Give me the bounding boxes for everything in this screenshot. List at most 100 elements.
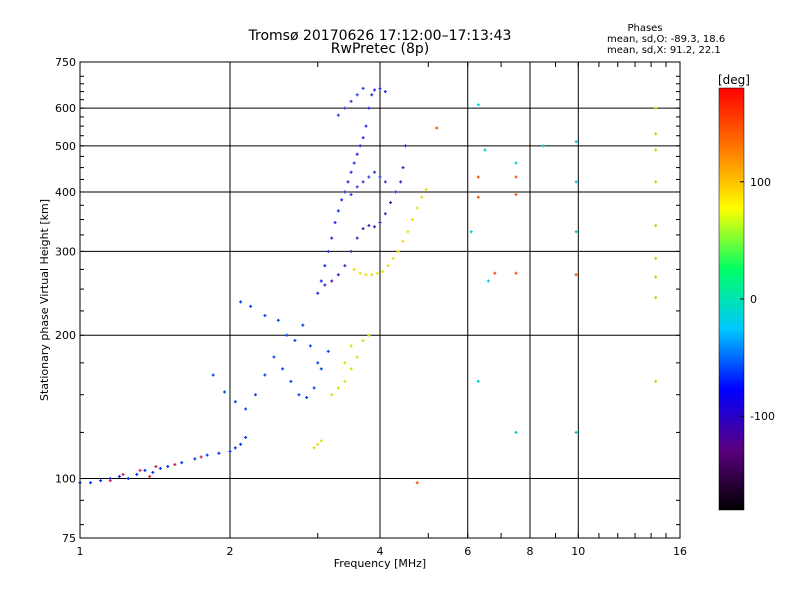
data-point bbox=[272, 355, 276, 359]
x-tick-label: 10 bbox=[571, 545, 585, 558]
data-point bbox=[330, 393, 334, 397]
data-point bbox=[343, 264, 347, 268]
data-point bbox=[108, 479, 112, 483]
data-point bbox=[406, 230, 410, 234]
data-point bbox=[424, 187, 428, 191]
colorbar-tick-label: 0 bbox=[750, 293, 757, 306]
data-point bbox=[173, 463, 177, 467]
data-point bbox=[349, 249, 353, 253]
y-tick-label: 400 bbox=[55, 186, 76, 199]
data-point bbox=[352, 161, 356, 165]
data-point bbox=[654, 256, 658, 260]
data-point bbox=[514, 161, 518, 165]
data-point bbox=[476, 195, 480, 199]
data-point bbox=[319, 439, 323, 443]
stats-line-x: mean, sd,X: 91.2, 22.1 bbox=[607, 45, 721, 56]
data-point bbox=[343, 106, 347, 110]
data-point bbox=[263, 373, 267, 377]
data-point bbox=[326, 249, 330, 253]
data-point bbox=[223, 390, 227, 394]
y-tick-label: 300 bbox=[55, 245, 76, 258]
data-point bbox=[483, 148, 487, 152]
data-point bbox=[378, 221, 382, 225]
data-point bbox=[148, 474, 152, 478]
chart-subtitle: RwPretec (8p) bbox=[331, 41, 429, 57]
data-point bbox=[289, 379, 293, 383]
data-point bbox=[330, 279, 334, 283]
data-point bbox=[211, 373, 215, 377]
data-point bbox=[541, 144, 545, 148]
chart-title: Tromsø 20170626 17:12:00–17:13:43 bbox=[248, 28, 512, 44]
data-point bbox=[476, 379, 480, 383]
data-points bbox=[78, 86, 658, 485]
data-point bbox=[305, 395, 309, 399]
data-point bbox=[383, 180, 387, 184]
data-point bbox=[253, 393, 257, 397]
data-point bbox=[514, 193, 518, 197]
data-point bbox=[180, 461, 184, 465]
data-point bbox=[367, 106, 371, 110]
data-point bbox=[574, 140, 578, 144]
data-point bbox=[316, 442, 320, 446]
data-point bbox=[399, 180, 403, 184]
data-point bbox=[263, 314, 267, 318]
colorbar-tick-label: -100 bbox=[750, 410, 775, 423]
data-point bbox=[361, 180, 365, 184]
data-point bbox=[370, 93, 374, 97]
data-point bbox=[193, 457, 197, 461]
data-point bbox=[349, 170, 353, 174]
data-point bbox=[654, 180, 658, 184]
data-point bbox=[411, 218, 415, 222]
data-point bbox=[383, 212, 387, 216]
data-point bbox=[358, 271, 362, 275]
data-point bbox=[367, 224, 371, 228]
data-point bbox=[333, 221, 337, 225]
data-point bbox=[349, 344, 353, 348]
data-point bbox=[381, 270, 385, 274]
data-point bbox=[323, 283, 327, 287]
data-point bbox=[301, 323, 305, 327]
data-point bbox=[654, 379, 658, 383]
x-axis-label: Frequency [MHz] bbox=[334, 557, 426, 570]
data-point bbox=[401, 166, 405, 170]
data-point bbox=[151, 470, 155, 474]
data-point bbox=[378, 86, 382, 90]
data-point bbox=[396, 249, 400, 253]
y-axis-ticks: 75 100 200 300 400 500 600 750 bbox=[55, 56, 680, 545]
data-point bbox=[370, 273, 374, 277]
data-point bbox=[574, 273, 578, 277]
data-point bbox=[319, 367, 323, 371]
data-point bbox=[654, 148, 658, 152]
data-point bbox=[367, 175, 371, 179]
data-point bbox=[99, 479, 103, 483]
data-point bbox=[654, 296, 658, 300]
data-point bbox=[355, 152, 359, 156]
data-point bbox=[493, 271, 497, 275]
data-point bbox=[373, 88, 377, 92]
data-point bbox=[514, 430, 518, 434]
x-tick-label: 2 bbox=[227, 545, 234, 558]
data-point bbox=[389, 201, 393, 205]
data-point bbox=[361, 227, 365, 231]
y-tick-label: 600 bbox=[55, 102, 76, 115]
data-point bbox=[297, 393, 301, 397]
data-point bbox=[355, 236, 359, 240]
data-point bbox=[514, 175, 518, 179]
data-point bbox=[349, 193, 353, 197]
data-point bbox=[249, 304, 253, 308]
data-point bbox=[394, 190, 398, 194]
data-point bbox=[336, 209, 340, 213]
data-point bbox=[355, 93, 359, 97]
x-tick-label: 1 bbox=[77, 545, 84, 558]
data-point bbox=[135, 472, 139, 476]
x-tick-label: 8 bbox=[527, 545, 534, 558]
data-point bbox=[403, 144, 407, 148]
data-point bbox=[349, 367, 353, 371]
data-point bbox=[358, 144, 362, 148]
data-point bbox=[361, 86, 365, 90]
data-point bbox=[375, 271, 379, 275]
data-point bbox=[316, 291, 320, 295]
data-point bbox=[293, 338, 297, 342]
x-tick-label: 16 bbox=[673, 545, 687, 558]
data-point bbox=[154, 464, 158, 468]
